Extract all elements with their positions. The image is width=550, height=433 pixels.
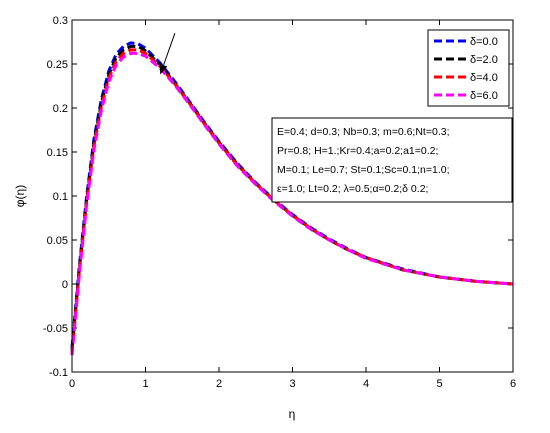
x-tick-label: 1 — [142, 378, 148, 390]
y-tick-label: -0.1 — [49, 367, 68, 379]
y-tick-label: 0 — [62, 279, 68, 291]
y-tick-label: -0.05 — [43, 323, 68, 335]
annotation-line-3: M=0.1; Le=0.7; St=0.1;Sc=0.1;n=1.0; — [277, 164, 450, 176]
series-group — [70, 41, 514, 356]
x-tick-label: 5 — [436, 378, 442, 390]
legend: δ=0.0 δ=2.0 δ=4.0 δ=6.0 — [427, 29, 510, 107]
annotation-box: E=0.4; d=0.3; Nb=0.3; m=0.6;Nt=0.3; Pr=0… — [271, 117, 513, 203]
annotation-line-2: Pr=0.8; H=1.;Kr=0.4;a=0.2;a1=0.2; — [277, 145, 438, 157]
trend-arrow — [163, 33, 176, 66]
x-tick-label: 4 — [363, 378, 369, 390]
y-tick-label: 0.25 — [47, 59, 68, 71]
y-tick-label: 0.05 — [47, 235, 68, 247]
y-tick-label: 0.1 — [53, 191, 68, 203]
series-line — [70, 48, 514, 353]
axis-ticks: 0 1 2 3 4 5 6 -0.1 -0.05 0 0.05 0.1 0.15 0.2 0.25 0.3 — [43, 15, 516, 390]
x-tick-label: 6 — [510, 378, 516, 390]
x-axis-label: η — [289, 407, 296, 421]
trend-arrow-head — [159, 63, 168, 75]
legend-label: δ=6.0 — [470, 90, 498, 102]
x-tick-label: 3 — [289, 378, 295, 390]
legend-box — [427, 29, 510, 107]
x-tick-label: 2 — [216, 378, 222, 390]
plot-frame — [71, 19, 514, 373]
y-tick-label: 0.3 — [53, 15, 68, 27]
y-tick-label: 0.15 — [47, 147, 68, 159]
x-tick-label: 0 — [69, 378, 75, 390]
y-axis-label: φ(η) — [13, 185, 27, 207]
y-tick-label: 0.2 — [53, 103, 68, 115]
annotation-line-4: ε=1.0; Lt=0.2; λ=0.5;α=0.2;δ 0.2; — [277, 183, 428, 195]
legend-label: δ=0.0 — [470, 36, 498, 48]
annotation-line-1: E=0.4; d=0.3; Nb=0.3; m=0.6;Nt=0.3; — [277, 126, 450, 138]
legend-label: δ=4.0 — [470, 72, 498, 84]
legend-label: δ=2.0 — [470, 54, 498, 66]
